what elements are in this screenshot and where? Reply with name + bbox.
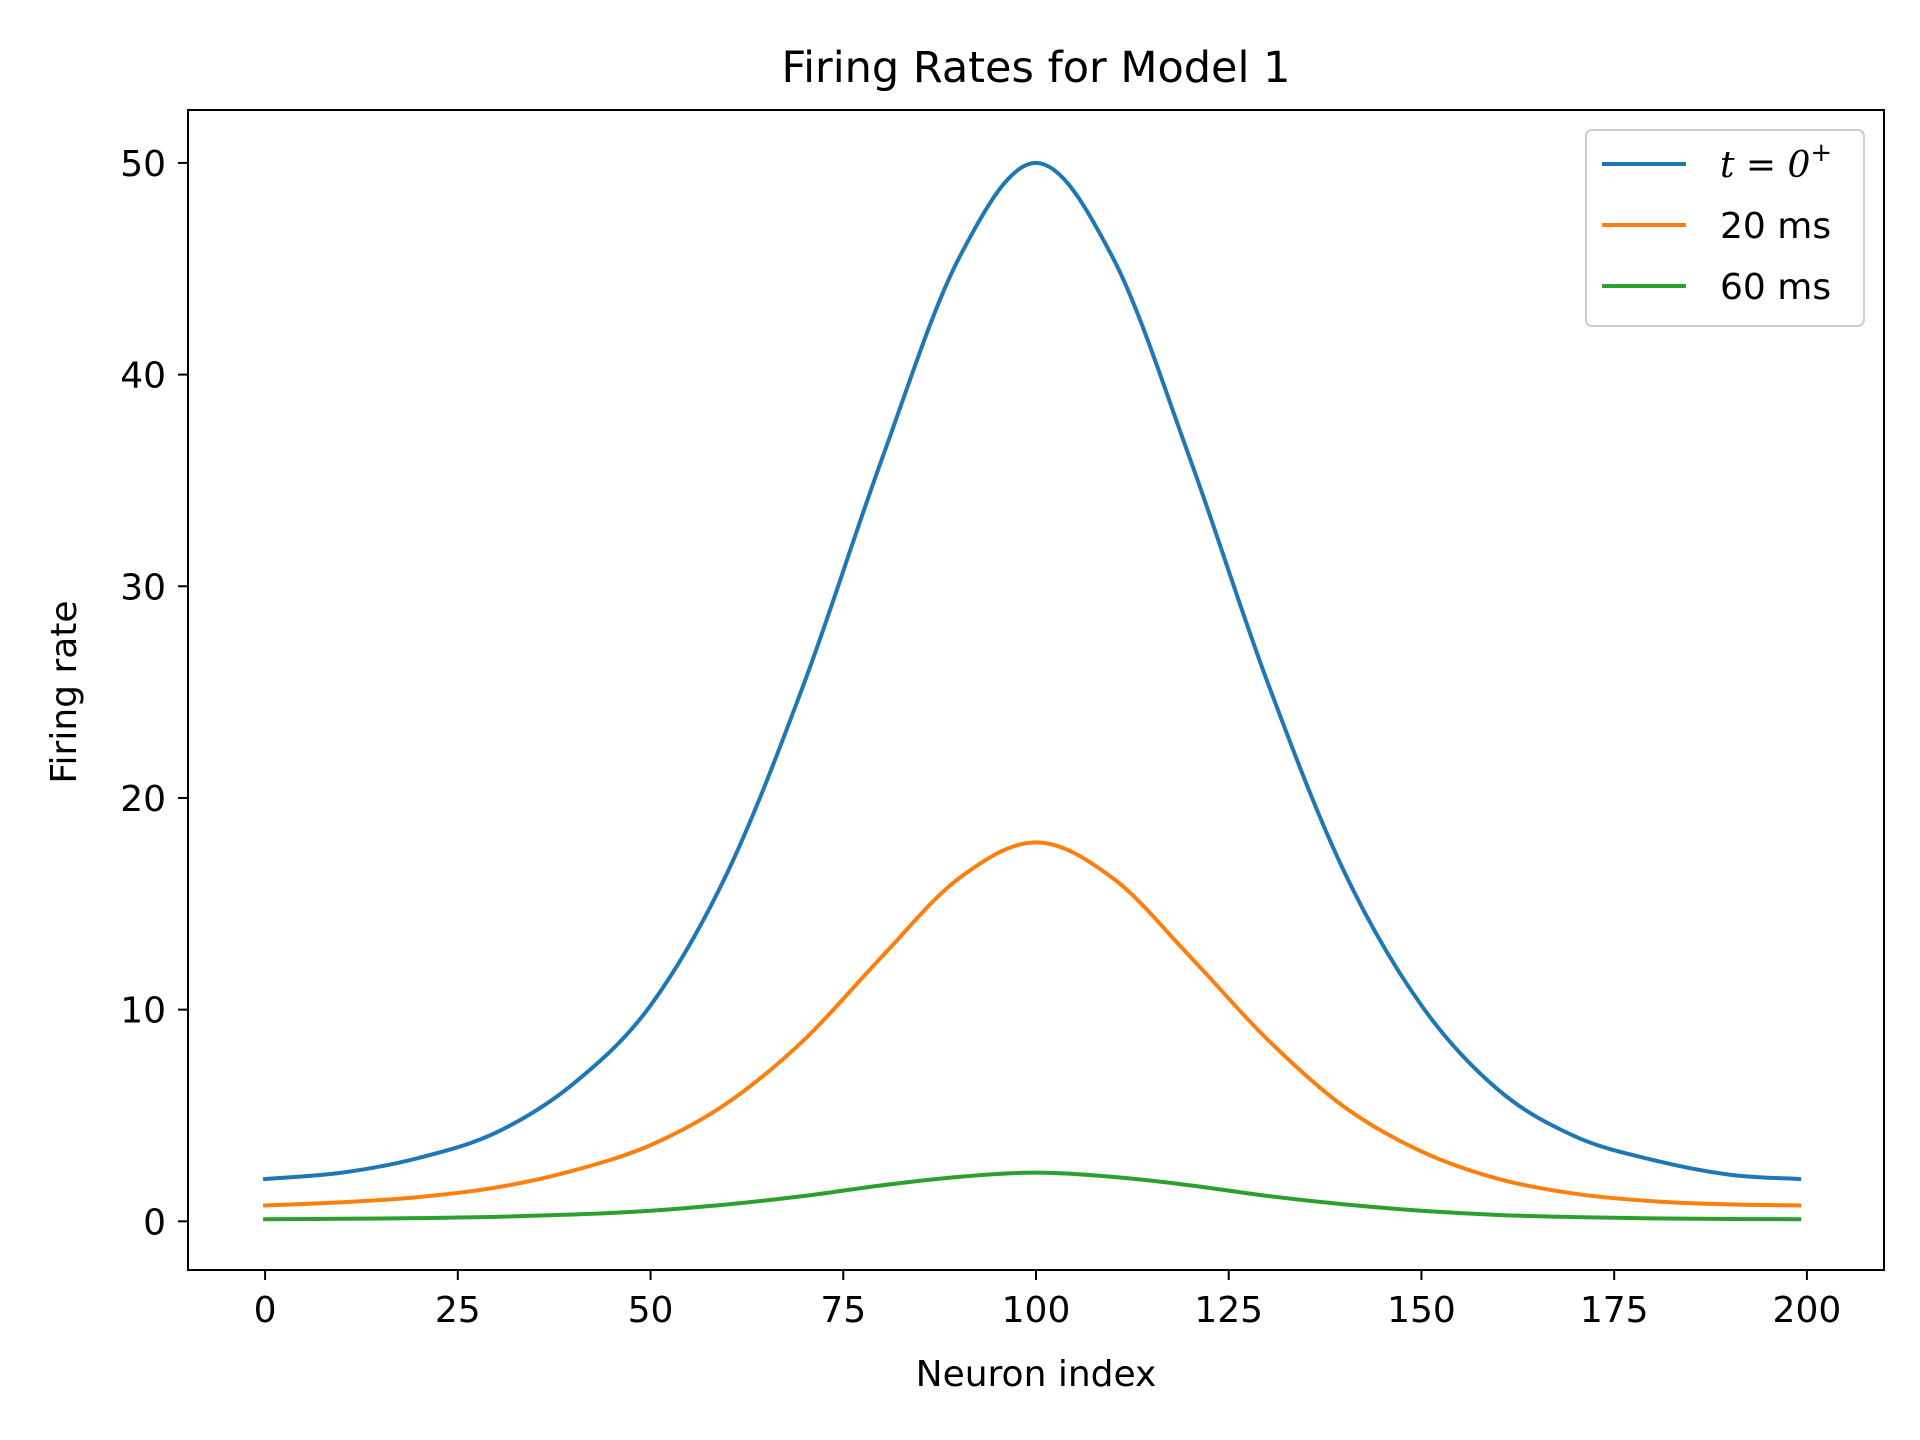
chart-title: Firing Rates for Model 1 [782,43,1291,93]
legend-label-1: 20 ms [1720,206,1831,247]
x-tick-label: 75 [820,1290,866,1331]
series-line-0 [262,160,1802,1182]
legend-label-0: t = 0+ [1720,138,1832,186]
x-tick-label: 25 [435,1290,481,1331]
x-tick-label: 150 [1387,1290,1456,1331]
y-tick-label: 50 [120,144,166,185]
y-tick-label: 10 [120,991,166,1032]
x-tick-label: 0 [254,1290,277,1331]
x-tick-label: 175 [1580,1290,1649,1331]
x-tick-label: 125 [1194,1290,1263,1331]
y-tick-label: 0 [143,1202,166,1243]
series-line-1 [263,840,1802,1208]
x-axis-ticks: 0 25 50 75 100 125 150 175 200 [254,1270,1842,1331]
y-tick-label: 40 [120,356,166,397]
legend-label-2: 60 ms [1720,267,1831,308]
x-tick-label: 100 [1002,1290,1071,1331]
y-axis-label: Firing rate [44,600,85,783]
y-tick-label: 20 [120,779,166,820]
x-tick-label: 200 [1773,1290,1842,1331]
y-tick-label: 30 [120,567,166,608]
series-line-2 [263,1170,1802,1222]
x-tick-label: 50 [628,1290,674,1331]
y-axis-ticks: 0 10 20 30 40 50 [120,144,188,1243]
plot-lines [262,160,1802,1222]
legend-box [1585,129,1865,327]
legend: t = 0+ 20 ms 60 ms [1585,129,1865,327]
x-axis-label: Neuron index [916,1354,1157,1395]
